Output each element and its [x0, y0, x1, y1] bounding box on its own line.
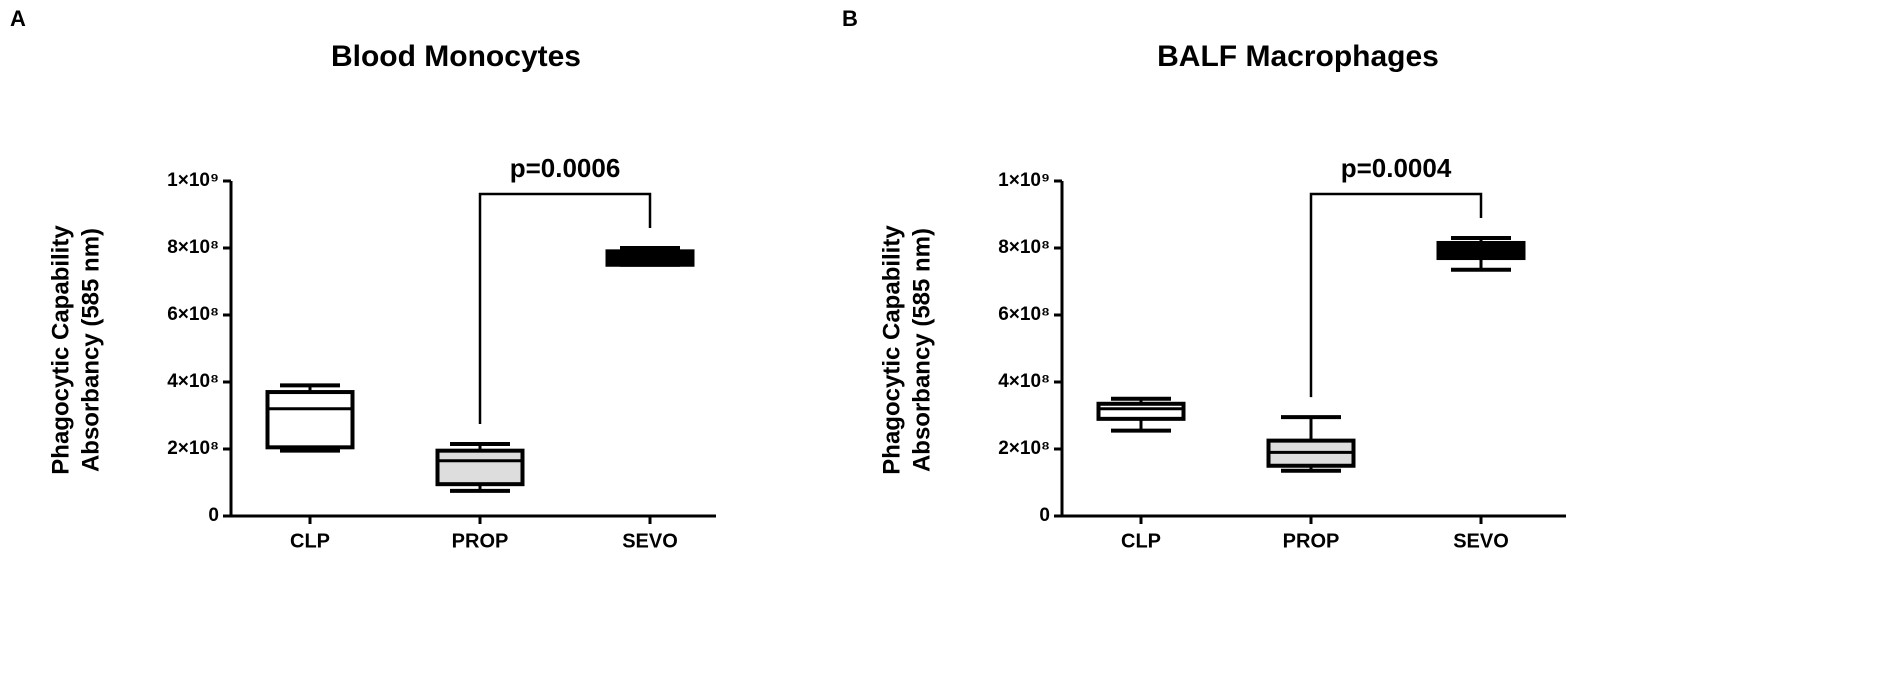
chart-title: Blood Monocytes: [331, 40, 581, 73]
x-tick-label: PROP: [1283, 530, 1340, 552]
p-value: p=0.0004: [1341, 153, 1452, 183]
y-tick-label: 2×10⁸: [998, 438, 1050, 459]
y-axis-label: Absorbancy (585 nm): [908, 228, 935, 472]
box: [265, 390, 355, 450]
y-tick-label: 2×10⁸: [167, 438, 219, 459]
significance-bracket: [478, 192, 652, 424]
chart-title: BALF Macrophages: [1157, 40, 1439, 73]
y-tick-label: 8×10⁸: [998, 237, 1050, 258]
panel-label: B: [842, 6, 858, 31]
y-axis-label: Absorbancy (585 nm): [77, 228, 104, 472]
y-tick-label: 4×10⁸: [998, 371, 1050, 392]
x-tick-label: CLP: [290, 530, 330, 552]
y-tick-label: 1×10⁹: [998, 170, 1050, 191]
y-tick-label: 0: [1039, 505, 1050, 526]
y-tick-label: 4×10⁸: [167, 371, 219, 392]
x-tick-label: CLP: [1121, 530, 1161, 552]
box: [435, 448, 525, 487]
x-tick-label: SEVO: [622, 530, 678, 552]
box: [1096, 401, 1186, 421]
box: [1436, 240, 1526, 261]
p-value: p=0.0006: [510, 153, 621, 183]
y-tick-label: 0: [208, 505, 219, 526]
x-tick-label: PROP: [452, 530, 509, 552]
y-tick-label: 6×10⁸: [998, 304, 1050, 325]
y-tick-label: 1×10⁹: [167, 170, 219, 191]
x-tick-label: SEVO: [1453, 530, 1509, 552]
panel-label: A: [10, 6, 26, 31]
significance-bracket: [1309, 192, 1483, 398]
y-tick-label: 8×10⁸: [167, 237, 219, 258]
y-tick-label: 6×10⁸: [167, 304, 219, 325]
y-axis-label: Phagocytic Capability: [47, 225, 74, 475]
y-axis-label: Phagocytic Capability: [878, 225, 905, 475]
